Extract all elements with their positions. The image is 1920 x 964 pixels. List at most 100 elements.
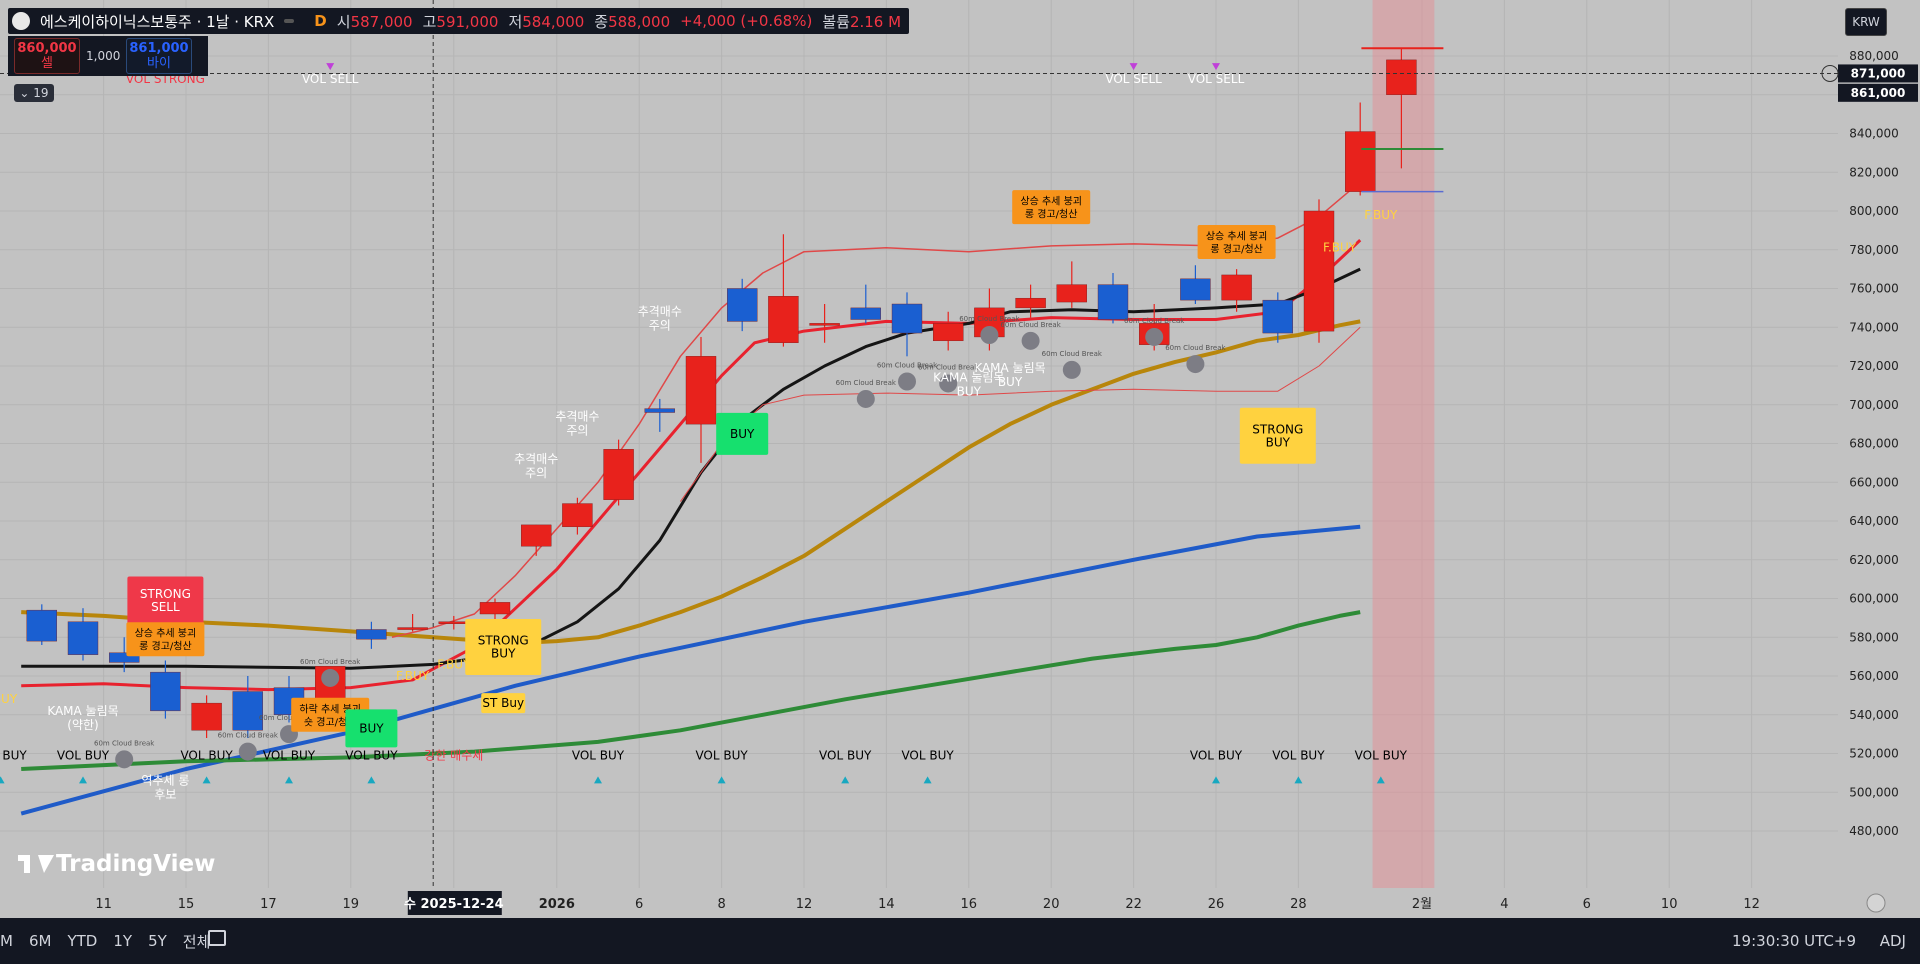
quick-trade-panel: 860,000 셀 1,000 861,000 바이 (8, 36, 208, 76)
candle-body[interactable] (438, 621, 469, 624)
candle-body[interactable] (67, 621, 99, 655)
candle-body[interactable] (1097, 284, 1129, 320)
y-tick-label: 500,000 (1849, 785, 1899, 799)
y-tick-label: 600,000 (1849, 592, 1899, 606)
range-button-전체[interactable]: 전체 (182, 932, 211, 951)
signal-marker-up-icon (594, 776, 602, 784)
crosshair-date-tag (407, 891, 502, 915)
price-tag-label: 861,000 (1851, 86, 1906, 100)
high-value: 591,000 (436, 12, 499, 31)
candle-body[interactable] (521, 524, 552, 547)
symbol-header[interactable]: 에스케이하이닉스보통주 · 1날 · KRX D 시587,000 고591,0… (8, 8, 910, 34)
signal-label: VOL BUY (263, 748, 316, 762)
candle-body[interactable] (727, 288, 758, 322)
ohlc-open: 시587,000 (337, 11, 413, 32)
add-alert-icon[interactable] (1821, 64, 1839, 82)
candle-body[interactable] (232, 691, 264, 731)
y-tick-label: 540,000 (1849, 708, 1899, 722)
buy-button[interactable]: 861,000 바이 (126, 38, 192, 74)
candle-body[interactable] (1015, 297, 1046, 309)
candle-body[interactable] (644, 408, 675, 413)
signal-label: VOL SELL (1188, 72, 1245, 86)
candle-body[interactable] (397, 627, 428, 630)
cloud-break-label: 60m Cloud Break (259, 714, 320, 722)
quantity-field[interactable]: 1,000 (86, 49, 121, 63)
candle-body[interactable] (1180, 278, 1211, 301)
candle-body[interactable] (562, 503, 593, 528)
clock[interactable]: 19:30:30 UTC+9 (1732, 932, 1856, 950)
tradingview-logo[interactable]: TradingView (18, 851, 215, 877)
cloud-break-dot (321, 668, 340, 687)
open-label: 시 (336, 12, 351, 31)
candle-body[interactable] (603, 449, 634, 500)
signal-box-text: STRONG (478, 633, 529, 647)
candle-body[interactable] (150, 671, 181, 712)
signal-marker-up-icon (367, 776, 376, 784)
candle-body[interactable] (809, 323, 840, 326)
signal-marker-down-icon (1129, 63, 1138, 71)
candle-body[interactable] (891, 303, 923, 334)
signal-label: 강한 매수세 (424, 748, 483, 762)
candle-body[interactable] (850, 307, 881, 320)
ohlc-high: 고591,000 (423, 11, 499, 32)
x-tick-label: 4 (1500, 897, 1508, 912)
symbol-title[interactable]: 에스케이하이닉스보통주 · 1날 · KRX (40, 12, 275, 31)
signal-marker-up-icon (717, 776, 726, 784)
x-tick-label: 8 (717, 897, 725, 912)
cloud-break-label: 60m Cloud Break (1124, 317, 1185, 325)
candle-body[interactable] (768, 296, 799, 343)
range-button-1Y[interactable]: 1Y (113, 932, 133, 950)
candle-body[interactable] (26, 609, 57, 642)
y-tick-label: 740,000 (1849, 320, 1899, 334)
price-chart[interactable]: 880,000 860,000 840,000 820,000 800,000 780,0… (0, 0, 1920, 918)
interval-badge: D (314, 12, 327, 30)
cloud-break-label: 60m Cloud Break (836, 379, 897, 387)
currency-button[interactable]: KRW (1845, 8, 1887, 36)
candle-body[interactable] (191, 702, 222, 731)
signal-box (127, 576, 204, 625)
buy-price: 861,000 (129, 41, 189, 56)
auto-scale-button[interactable] (1866, 893, 1886, 913)
signal-label: VOL BUY (901, 748, 954, 762)
cloud-break-label: 60m Cloud Break (94, 739, 155, 747)
x-tick-label: 12 (796, 897, 813, 912)
signal-box-text: BUY (1266, 435, 1291, 449)
candle-body[interactable] (1386, 59, 1417, 95)
chart-label: F.BUY (396, 669, 430, 683)
x-axis-strip (0, 888, 1920, 918)
sell-button[interactable]: 860,000 셀 (14, 38, 80, 74)
date-range-buttons: M 6M YTD 1Y 5Y 전체 (0, 918, 210, 964)
x-tick-label: 15 (178, 897, 195, 912)
price-change: +4,000 (+0.68%) (680, 12, 813, 30)
candle-body[interactable] (1056, 284, 1088, 303)
signal-box-text: 상승 추세 붕괴 (1206, 231, 1268, 243)
range-button-5Y[interactable]: 5Y (148, 932, 167, 950)
calendar-icon[interactable] (208, 930, 226, 946)
range-button-YTD[interactable]: YTD (67, 932, 98, 950)
signal-label: VOL BUY (1190, 748, 1243, 762)
candle-body[interactable] (1303, 210, 1335, 332)
cloud-break-label: 60m Cloud Break (959, 315, 1020, 323)
candle-body[interactable] (1344, 131, 1376, 192)
candle-body[interactable] (933, 323, 964, 342)
candle-body[interactable] (356, 629, 387, 640)
candle-body[interactable] (1262, 299, 1294, 334)
range-button-6M[interactable]: 6M (28, 932, 52, 950)
candle-body[interactable] (685, 356, 717, 425)
y-tick-label: 560,000 (1849, 669, 1899, 683)
y-tick-label: 520,000 (1849, 747, 1899, 761)
adj-button[interactable]: ADJ (1879, 932, 1906, 950)
signal-marker-up-icon (1294, 776, 1303, 784)
indicators-collapse-button[interactable]: ⌄ 19 (14, 84, 54, 102)
y-tick-label: 820,000 (1849, 165, 1899, 179)
signal-marker-up-icon (923, 776, 932, 784)
moving-average-6 (679, 326, 1361, 502)
x-tick-label: 17 (260, 897, 277, 912)
volume-value: 2.16 M (849, 12, 902, 31)
candle-body[interactable] (108, 652, 140, 663)
candle-body[interactable] (479, 602, 511, 615)
cloud-break-label: 60m Cloud Break (300, 658, 361, 666)
candle-body[interactable] (1221, 274, 1252, 301)
cloud-break-dot (898, 372, 916, 391)
range-button-M[interactable]: M (0, 932, 13, 950)
